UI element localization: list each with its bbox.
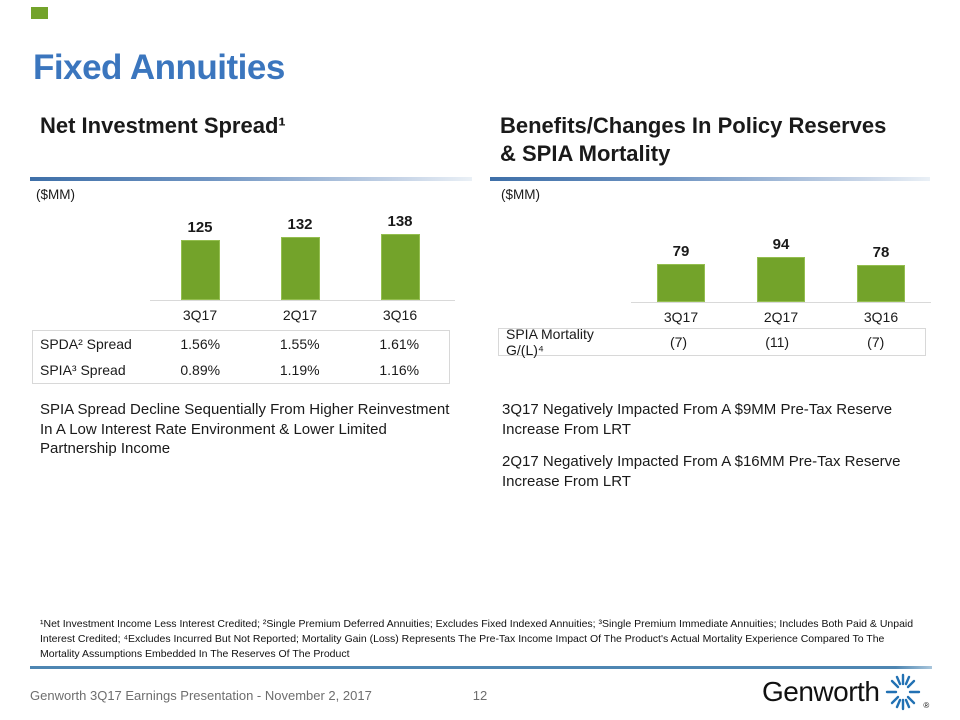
table-cell: (11) [765, 334, 790, 350]
bar-group: 78 [831, 210, 931, 302]
right-chart-baseline [631, 302, 931, 303]
bar-data-label: 79 [672, 243, 690, 260]
bar-data-label: 125 [187, 219, 213, 236]
bar-data-label: 78 [872, 244, 890, 261]
right-panel-heading-line2: & SPIA Mortality [500, 141, 671, 166]
right-units-label: ($MM) [501, 187, 540, 202]
footer-presentation-label: Genworth 3Q17 Earnings Presentation - No… [30, 688, 372, 703]
category-label: 3Q17 [182, 307, 218, 323]
starburst-icon [886, 673, 921, 711]
genworth-logo: Genworth ® [762, 672, 929, 712]
right-panel-heading-line1: Benefits/Changes In Policy Reserves [500, 113, 887, 138]
registered-trademark: ® [923, 701, 930, 710]
bar-group: 138 [350, 208, 450, 300]
table-cell: 1.56% [180, 336, 221, 352]
bar-group: 79 [631, 210, 731, 302]
table-cell: (7) [669, 334, 688, 350]
logo-wordmark: Genworth [762, 676, 880, 707]
left-chart-baseline [150, 300, 455, 301]
bar-data-label: 94 [772, 236, 790, 253]
bar-3q17 [180, 240, 220, 300]
footer-rule [30, 666, 932, 669]
table-cell: 1.19% [279, 362, 320, 378]
row-label: SPIA Mortality G/(L)⁴ [506, 326, 594, 358]
left-units-label: ($MM) [36, 187, 75, 202]
mortality-table: SPIA Mortality G/(L)⁴ (7) (11) (7) [498, 326, 926, 358]
table-cell: 1.61% [379, 336, 420, 352]
page-title: Fixed Annuities [33, 48, 285, 87]
row-label: SPDA² Spread [40, 336, 132, 352]
table-cell: 1.55% [279, 336, 320, 352]
right-heading-rule [490, 177, 930, 181]
page-number: 12 [472, 688, 488, 703]
slide-corner-marker [31, 7, 48, 19]
bar-group: 132 [250, 208, 350, 300]
category-label: 3Q16 [382, 307, 418, 323]
table-cell: 0.89% [180, 362, 221, 378]
bar-3q17 [657, 264, 705, 302]
left-panel-heading: Net Investment Spread¹ [40, 113, 286, 138]
right-panel-heading: Benefits/Changes In Policy Reserves & SP… [500, 112, 940, 168]
bar-2q17 [280, 237, 320, 300]
left-chart-categories: 3Q17 2Q17 3Q16 [150, 307, 450, 323]
bar-3q16 [857, 265, 905, 302]
bar-group: 94 [731, 210, 831, 302]
table-cell: 1.16% [379, 362, 420, 378]
row-label: SPIA³ Spread [40, 362, 126, 378]
right-note-2: 2Q17 Negatively Impacted From A $16MM Pr… [502, 453, 901, 490]
category-label: 2Q17 [763, 309, 799, 325]
bar-2q17 [757, 257, 805, 302]
right-note-1: 3Q17 Negatively Impacted From A $9MM Pre… [502, 401, 893, 438]
bar-data-label: 132 [287, 216, 313, 233]
bar-group: 125 [150, 208, 250, 300]
right-chart-categories: 3Q17 2Q17 3Q16 [631, 309, 931, 325]
policy-reserves-chart: 79 94 78 [631, 210, 931, 302]
table-row: SPDA² Spread 1.56% 1.55% 1.61% [33, 331, 449, 357]
table-cell: (7) [867, 334, 885, 350]
category-label: 2Q17 [282, 307, 318, 323]
left-note: SPIA Spread Decline Sequentially From Hi… [40, 401, 450, 457]
table-row: SPIA³ Spread 0.89% 1.19% 1.16% [33, 357, 449, 383]
category-label: 3Q16 [863, 309, 899, 325]
bar-data-label: 138 [387, 213, 413, 230]
table-row: SPIA Mortality G/(L)⁴ (7) (11) (7) [499, 326, 925, 358]
left-heading-rule [30, 177, 472, 181]
net-investment-spread-chart: 125 132 138 [150, 208, 450, 300]
bar-3q16 [380, 234, 420, 300]
category-label: 3Q17 [663, 309, 699, 325]
spread-table: SPDA² Spread 1.56% 1.55% 1.61% SPIA³ Spr… [32, 330, 450, 384]
footnote: ¹Net Investment Income Less Interest Cre… [40, 618, 914, 660]
